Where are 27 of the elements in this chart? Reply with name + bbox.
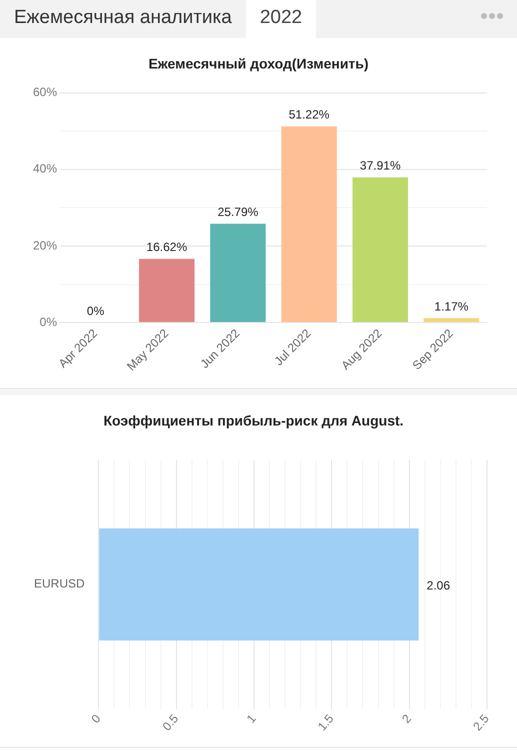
bar <box>424 318 480 322</box>
data-label: 25.79% <box>218 205 259 220</box>
text: Ежемесячная аналитика <box>0 0 246 38</box>
y-tick-label: 40% <box>32 162 58 176</box>
y-tick-label: EURUSD <box>34 576 86 591</box>
x-tick-label: 1 <box>244 711 259 726</box>
chart-title: Коэффициенты прибыль-риск для August. <box>103 412 404 428</box>
y-tick-label: 60% <box>32 85 58 100</box>
x-tick-label: 2 <box>399 711 414 726</box>
y-tick-label: 0% <box>40 314 58 329</box>
data-label: 37.91% <box>360 158 401 173</box>
data-label: 0% <box>86 304 105 318</box>
y-tick-label: 20% <box>32 238 58 252</box>
text: 2022 <box>246 0 316 38</box>
x-tick-label: 1.5 <box>314 711 337 734</box>
bar <box>139 258 195 322</box>
x-tick-label: 2.5 <box>470 711 492 734</box>
bar <box>210 224 266 322</box>
x-tick-label: 0.5 <box>160 711 182 734</box>
data-label: 16.62% <box>146 240 188 254</box>
data-label: 51.22% <box>288 108 330 122</box>
data-label: 1.17% <box>434 299 469 314</box>
x-tick-label: 0 <box>88 711 104 726</box>
bar <box>352 177 408 322</box>
bar <box>281 126 337 322</box>
data-label: 2.06 <box>426 578 450 593</box>
chart-title: Ежемесячный доход(Изменить) <box>148 55 369 72</box>
